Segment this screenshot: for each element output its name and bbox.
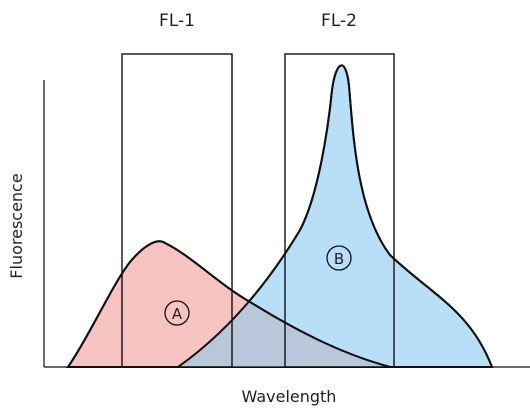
x-axis-label: Wavelength bbox=[242, 387, 337, 406]
curve-a-label: A bbox=[172, 305, 183, 323]
y-axis-label: Fluorescence bbox=[7, 173, 26, 278]
curve-a-outline bbox=[67, 240, 391, 368]
curve-b-outline bbox=[177, 64, 493, 368]
fl1-label: FL-1 bbox=[159, 11, 195, 31]
curve-b-label: B bbox=[334, 250, 344, 268]
fl2-label: FL-2 bbox=[321, 11, 357, 31]
curve-a-marker: A bbox=[164, 300, 190, 326]
curve-b-marker: B bbox=[326, 245, 352, 271]
